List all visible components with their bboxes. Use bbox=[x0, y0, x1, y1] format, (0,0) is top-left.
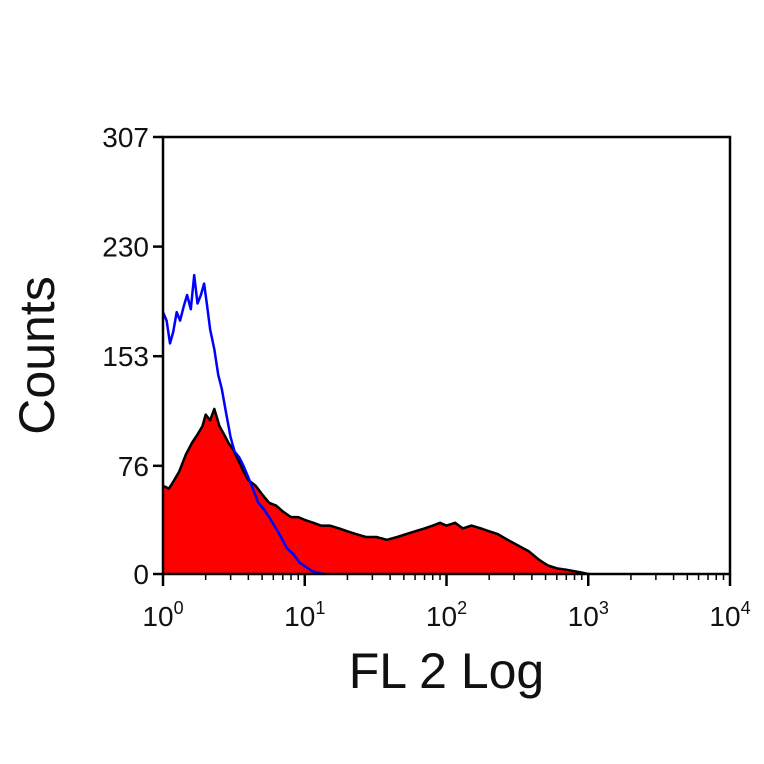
series-0-fill bbox=[163, 408, 589, 574]
y-tick-label: 230 bbox=[102, 232, 149, 263]
y-tick-label: 307 bbox=[102, 122, 149, 153]
x-tick-label: 102 bbox=[426, 598, 467, 632]
y-axis-title: Counts bbox=[9, 276, 65, 434]
y-tick-label: 153 bbox=[102, 341, 149, 372]
x-axis-title: FL 2 Log bbox=[349, 643, 545, 699]
x-tick-label: 103 bbox=[568, 598, 609, 632]
x-tick-label: 104 bbox=[709, 598, 750, 632]
series-layer bbox=[161, 273, 589, 576]
x-tick-label: 101 bbox=[284, 598, 325, 632]
y-tick-label: 0 bbox=[133, 559, 149, 590]
ticks-layer: 0 76 153 230 307 100 101 102 103 104 bbox=[102, 122, 750, 632]
series-0-outline bbox=[162, 407, 589, 576]
series-1-line bbox=[161, 273, 324, 576]
x-tick-label: 100 bbox=[142, 598, 183, 632]
y-tick-label: 76 bbox=[118, 451, 149, 482]
